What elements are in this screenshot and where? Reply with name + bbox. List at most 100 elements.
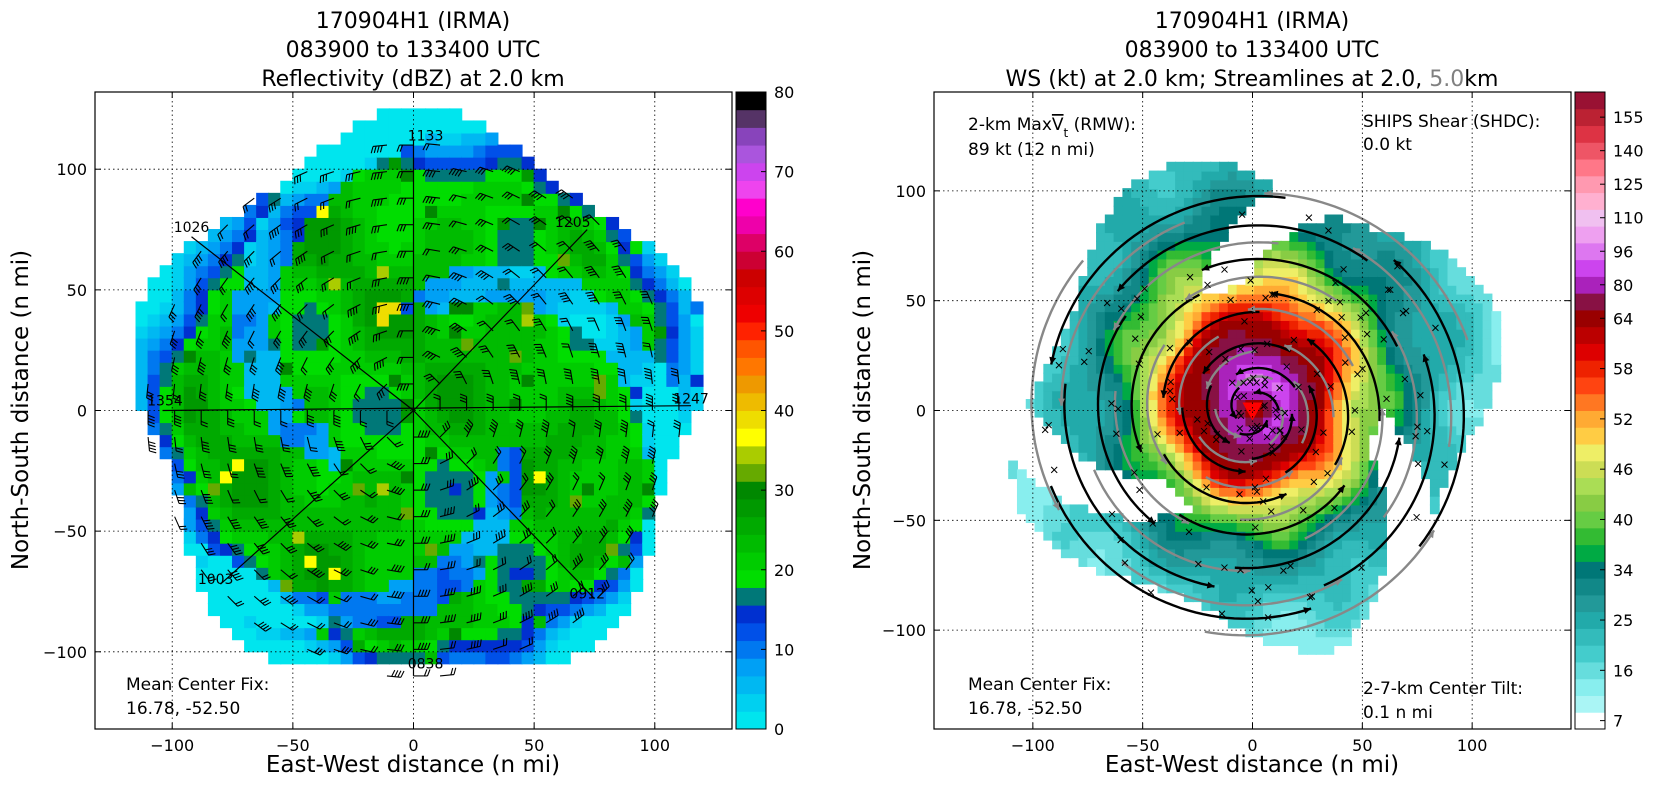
reflectivity-cell bbox=[304, 301, 317, 314]
windspeed-cell bbox=[1131, 575, 1141, 585]
windspeed-cell bbox=[1368, 478, 1378, 488]
reflectivity-cell bbox=[510, 169, 523, 182]
windspeed-cell bbox=[1281, 250, 1291, 260]
windspeed-cell bbox=[1087, 408, 1097, 418]
reflectivity-cell bbox=[208, 507, 221, 520]
windspeed-cell bbox=[1158, 469, 1168, 479]
reflectivity-cell bbox=[510, 543, 523, 556]
windspeed-cell bbox=[1184, 346, 1194, 356]
reflectivity-cell bbox=[461, 398, 474, 411]
reflectivity-cell bbox=[353, 519, 366, 532]
reflectivity-cell bbox=[329, 362, 342, 375]
windspeed-cell bbox=[1175, 311, 1185, 321]
windspeed-cell bbox=[1219, 338, 1229, 348]
reflectivity-cell bbox=[196, 410, 209, 423]
windspeed-cell bbox=[1166, 179, 1176, 189]
reflectivity-cell bbox=[377, 181, 390, 194]
reflectivity-cell bbox=[316, 253, 329, 266]
reflectivity-cell bbox=[437, 579, 450, 592]
reflectivity-cell bbox=[546, 398, 559, 411]
windspeed-cell bbox=[1201, 496, 1211, 506]
windspeed-cell bbox=[1281, 241, 1291, 251]
reflectivity-cell bbox=[377, 410, 390, 423]
windspeed-cell bbox=[1219, 381, 1229, 391]
reflectivity-cell bbox=[437, 494, 450, 507]
reflectivity-cell bbox=[461, 326, 474, 339]
windspeed-cell bbox=[1263, 320, 1273, 330]
reflectivity-cell bbox=[232, 362, 245, 375]
reflectivity-cell bbox=[365, 482, 378, 495]
windspeed-cell bbox=[1228, 320, 1238, 330]
left-ytick-label-3: 50 bbox=[67, 281, 87, 300]
reflectivity-cell bbox=[413, 265, 426, 278]
reflectivity-cell bbox=[365, 205, 378, 218]
reflectivity-cell bbox=[220, 482, 233, 495]
reflectivity-cell bbox=[534, 289, 547, 302]
windspeed-cell bbox=[1140, 540, 1150, 550]
reflectivity-cell bbox=[244, 265, 257, 278]
reflectivity-cell bbox=[690, 362, 703, 375]
windspeed-cell bbox=[1149, 285, 1159, 295]
windspeed-cell bbox=[1228, 487, 1238, 497]
reflectivity-cell bbox=[558, 651, 571, 664]
reflectivity-cell bbox=[534, 458, 547, 471]
reflectivity-cell bbox=[341, 627, 354, 640]
reflectivity-cell bbox=[461, 193, 474, 206]
windspeed-cell bbox=[1052, 373, 1062, 383]
windspeed-cell bbox=[1149, 461, 1159, 471]
windspeed-cell bbox=[1307, 241, 1317, 251]
reflectivity-cell bbox=[497, 241, 510, 254]
reflectivity-cell bbox=[280, 289, 293, 302]
windspeed-cell bbox=[1324, 645, 1334, 655]
reflectivity-cell bbox=[329, 289, 342, 302]
windspeed-cell bbox=[1333, 627, 1343, 637]
windspeed-cell bbox=[1263, 592, 1273, 602]
reflectivity-cell bbox=[582, 482, 595, 495]
windspeed-cell bbox=[1298, 250, 1308, 260]
reflectivity-cell bbox=[268, 217, 281, 230]
windspeed-cell bbox=[1175, 364, 1185, 374]
reflectivity-cell bbox=[594, 277, 607, 290]
windspeed-cell bbox=[1281, 540, 1291, 550]
windspeed-cell bbox=[1219, 522, 1229, 532]
reflectivity-cell bbox=[594, 386, 607, 399]
windspeed-cell bbox=[1324, 250, 1334, 260]
leg-time-label-4: 1247 bbox=[673, 391, 709, 407]
reflectivity-cell bbox=[425, 338, 438, 351]
reflectivity-cell bbox=[534, 555, 547, 568]
reflectivity-cell bbox=[280, 639, 293, 652]
reflectivity-cell bbox=[329, 217, 342, 230]
windspeed-cell bbox=[1096, 566, 1106, 576]
reflectivity-cell bbox=[341, 145, 354, 158]
reflectivity-cell bbox=[437, 434, 450, 447]
reflectivity-cell bbox=[341, 603, 354, 616]
windspeed-cell bbox=[1324, 241, 1334, 251]
reflectivity-cell bbox=[329, 627, 342, 640]
reflectivity-cell bbox=[449, 205, 462, 218]
leg-time-label-6: 0912 bbox=[569, 587, 605, 603]
wind-barb-flag bbox=[352, 227, 353, 234]
reflectivity-cell bbox=[341, 289, 354, 302]
reflectivity-cell bbox=[365, 470, 378, 483]
windspeed-cell bbox=[1052, 425, 1062, 435]
windspeed-cell bbox=[1360, 461, 1370, 471]
reflectivity-cell bbox=[184, 301, 197, 314]
reflectivity-cell bbox=[389, 603, 402, 616]
windspeed-cell bbox=[1289, 487, 1299, 497]
reflectivity-cell bbox=[401, 289, 414, 302]
reflectivity-cell bbox=[473, 398, 486, 411]
reflectivity-cell bbox=[389, 133, 402, 146]
reflectivity-cell bbox=[425, 458, 438, 471]
reflectivity-cell bbox=[256, 507, 269, 520]
reflectivity-cell bbox=[232, 253, 245, 266]
windspeed-cell bbox=[1070, 425, 1080, 435]
reflectivity-cell bbox=[437, 157, 450, 170]
left-colorbar-segment bbox=[736, 216, 766, 234]
reflectivity-cell bbox=[642, 350, 655, 363]
reflectivity-cell bbox=[413, 108, 426, 121]
reflectivity-cell bbox=[316, 458, 329, 471]
windspeed-cell bbox=[1184, 443, 1194, 453]
windspeed-cell bbox=[1210, 540, 1220, 550]
windspeed-cell bbox=[1096, 223, 1106, 233]
windspeed-cell bbox=[1078, 346, 1088, 356]
